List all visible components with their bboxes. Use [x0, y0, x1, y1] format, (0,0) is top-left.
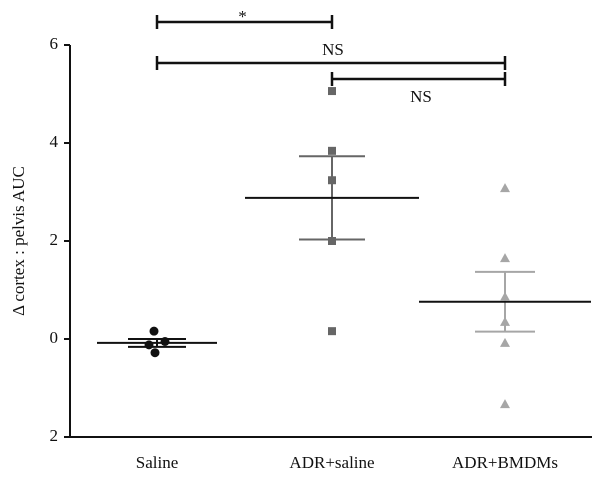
point [500, 316, 510, 326]
point [500, 291, 510, 301]
point [500, 183, 510, 193]
point [328, 237, 336, 245]
y-tick-label: 6 [50, 34, 59, 53]
point [149, 326, 159, 336]
annotation: NS [410, 87, 432, 106]
x-tick-label: Saline [136, 453, 179, 472]
y-tick-label: 2 [50, 426, 59, 445]
point [500, 337, 510, 347]
annotation: NS [322, 40, 344, 59]
x-tick-label: ADR+saline [289, 453, 374, 472]
y-axis-label: Δ cortex : pelvis AUC [9, 166, 28, 316]
point [328, 176, 336, 185]
y-tick-label: 0 [50, 328, 59, 347]
x-tick-label: ADR+BMDMs [452, 453, 558, 472]
point [144, 340, 154, 350]
point [500, 399, 510, 409]
point [328, 146, 336, 155]
point [328, 327, 336, 336]
point [328, 87, 336, 96]
annotation: * [238, 7, 247, 26]
point [160, 336, 170, 346]
y-tick-label: 2 [50, 230, 59, 249]
y-tick-label: 4 [50, 132, 59, 151]
point [150, 348, 160, 358]
point [500, 253, 510, 263]
